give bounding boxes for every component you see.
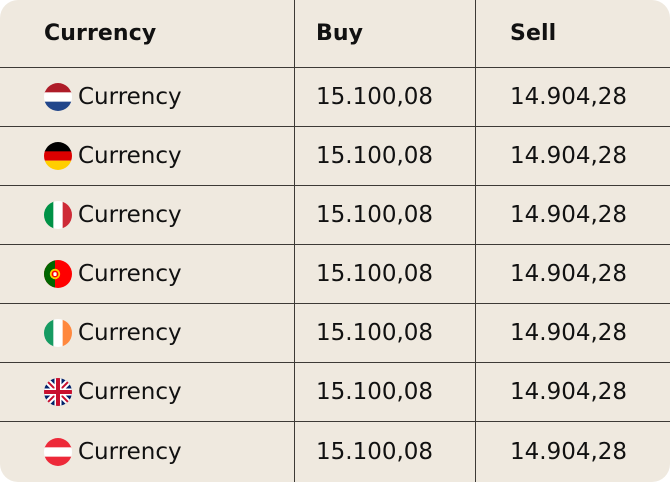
sell-value: 14.904,28	[510, 379, 628, 405]
header-buy: Buy	[316, 21, 364, 46]
header-sell: Sell	[510, 21, 557, 46]
table-row: Currency 15.100,08 14.904,28	[0, 68, 670, 127]
germany-flag-icon	[44, 142, 72, 170]
united-kingdom-flag-icon	[44, 378, 72, 406]
currency-cell: Currency	[44, 127, 182, 185]
currency-cell: Currency	[44, 186, 182, 244]
table-row: Currency 15.100,08 14.904,28	[0, 127, 670, 186]
currency-cell: Currency	[44, 422, 182, 481]
currency-label: Currency	[78, 379, 182, 405]
buy-value: 15.100,08	[316, 143, 434, 169]
buy-value: 15.100,08	[316, 261, 434, 287]
buy-value: 15.100,08	[316, 379, 434, 405]
netherlands-flag-icon	[44, 83, 72, 111]
ireland-flag-icon	[44, 319, 72, 347]
currency-cell: Currency	[44, 363, 182, 421]
currency-cell: Currency	[44, 245, 182, 303]
table-row: Currency 15.100,08 14.904,28	[0, 245, 670, 304]
header-currency: Currency	[44, 21, 157, 46]
sell-value: 14.904,28	[510, 320, 628, 346]
currency-label: Currency	[78, 143, 182, 169]
sell-value: 14.904,28	[510, 84, 628, 110]
currency-cell: Currency	[44, 304, 182, 362]
column-divider	[475, 0, 476, 482]
sell-value: 14.904,28	[510, 438, 628, 465]
sell-value: 14.904,28	[510, 202, 628, 228]
portugal-flag-icon	[44, 260, 72, 288]
austria-flag-icon	[44, 437, 72, 466]
buy-value: 15.100,08	[316, 84, 434, 110]
italy-flag-icon	[44, 201, 72, 229]
buy-value: 15.100,08	[316, 438, 434, 465]
currency-label: Currency	[78, 202, 182, 228]
sell-value: 14.904,28	[510, 143, 628, 169]
table-row: Currency 15.100,08 14.904,28	[0, 304, 670, 363]
table-row: Currency 15.100,08 14.904,28	[0, 363, 670, 422]
table-row: Currency 15.100,08 14.904,28	[0, 422, 670, 481]
currency-label: Currency	[78, 261, 182, 287]
currency-cell: Currency	[44, 68, 182, 126]
column-divider	[294, 0, 295, 482]
buy-value: 15.100,08	[316, 202, 434, 228]
table-row: Currency 15.100,08 14.904,28	[0, 186, 670, 245]
currency-label: Currency	[78, 438, 182, 465]
sell-value: 14.904,28	[510, 261, 628, 287]
buy-value: 15.100,08	[316, 320, 434, 346]
currency-label: Currency	[78, 84, 182, 110]
table-header: Currency Buy Sell	[0, 0, 670, 68]
currency-label: Currency	[78, 320, 182, 346]
